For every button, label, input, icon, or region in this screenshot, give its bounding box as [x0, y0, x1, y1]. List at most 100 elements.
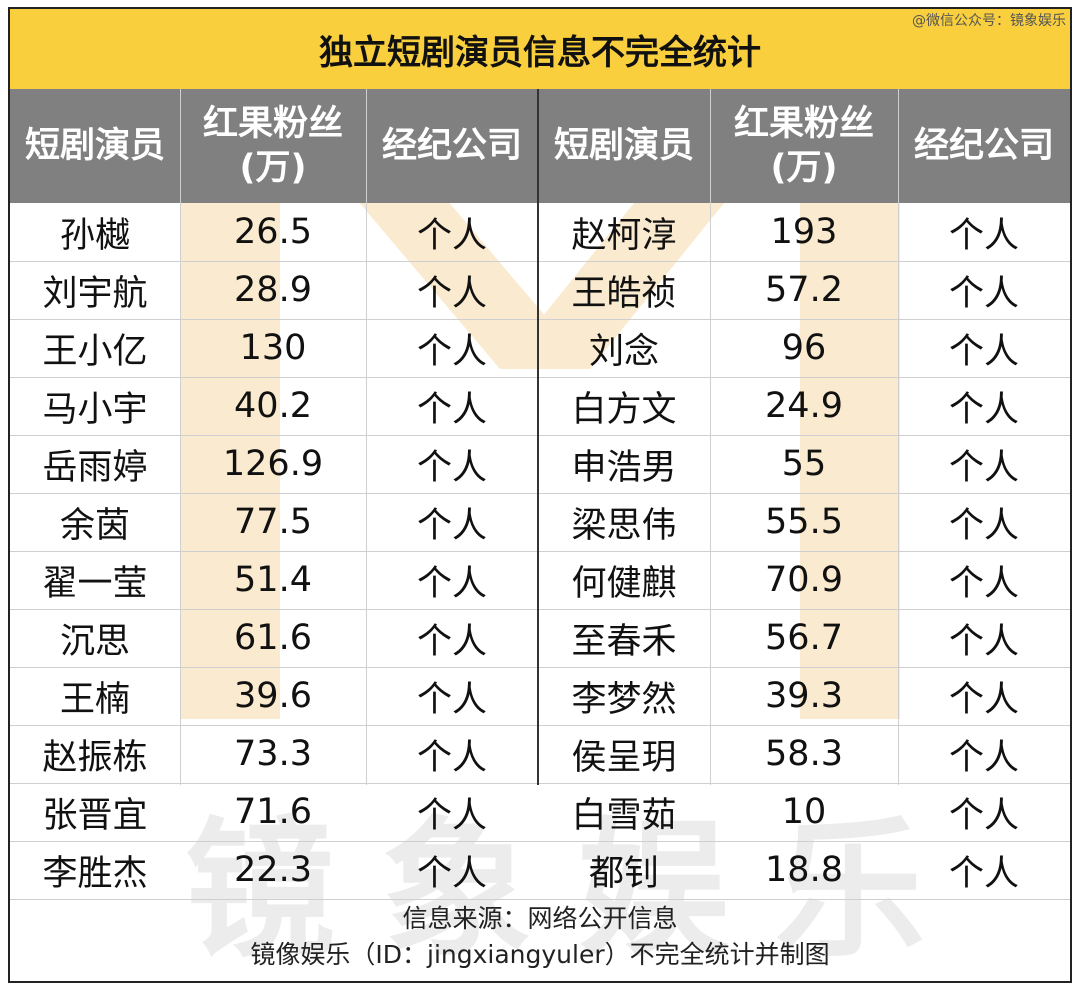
header-fans-unit: (万) — [770, 148, 838, 188]
agency-cell: 个人 — [948, 447, 1019, 488]
table-row: 王楠 39.6 个人 李梦然 39.3 个人 — [10, 667, 1070, 726]
agency-cell: 个人 — [416, 273, 487, 314]
actor-name-cell: 王楠 — [59, 679, 130, 720]
agency-cell: 个人 — [948, 273, 1019, 314]
agency-cell: 个人 — [416, 447, 487, 488]
header-agency-right: 经纪公司 — [898, 89, 1070, 203]
agency-cell: 个人 — [416, 563, 487, 604]
fans-value-cell: 130 — [239, 328, 307, 368]
actor-name-cell: 赵柯淳 — [571, 215, 677, 256]
actor-name-cell: 马小宇 — [42, 389, 148, 430]
agency-cell: 个人 — [948, 215, 1019, 256]
table-header: 短剧演员 红果粉丝 (万) 经纪公司 短剧演员 红果粉丝 (万) 经纪公司 — [10, 89, 1070, 203]
fans-value-cell: 51.4 — [234, 560, 312, 600]
actor-name-cell: 梁思伟 — [571, 505, 677, 546]
column-divider — [710, 89, 711, 785]
table-row: 李胜杰 22.3 个人 都钊 18.8 个人 — [10, 841, 1070, 900]
fans-value-cell: 57.2 — [765, 270, 843, 310]
header-agency-label: 经纪公司 — [913, 126, 1054, 166]
actor-name-cell: 白方文 — [571, 389, 677, 430]
fans-value-cell: 73.3 — [234, 734, 312, 774]
agency-cell: 个人 — [948, 621, 1019, 662]
header-fans-label: 红果粉丝 — [202, 104, 343, 144]
fans-value-cell: 96 — [781, 328, 827, 368]
column-divider — [366, 89, 367, 785]
table-row: 孙樾 26.5 个人 赵柯淳 193 个人 — [10, 203, 1070, 262]
fans-value-cell: 61.6 — [234, 618, 312, 658]
actor-name-cell: 赵振栋 — [42, 737, 148, 778]
agency-cell: 个人 — [416, 215, 487, 256]
header-fans-label: 红果粉丝 — [733, 104, 874, 144]
footer: 信息来源：网络公开信息 镜像娱乐（ID：jingxiangyuler）不完全统计… — [10, 901, 1070, 973]
fans-value-cell: 55.5 — [765, 502, 843, 542]
actor-name-cell: 沉思 — [59, 621, 130, 662]
fans-value-cell: 39.3 — [765, 676, 843, 716]
agency-cell: 个人 — [948, 505, 1019, 546]
header-actor-label: 短剧演员 — [553, 126, 694, 166]
header-actor-right: 短剧演员 — [538, 89, 710, 203]
actor-name-cell: 张晋宜 — [42, 795, 148, 836]
column-divider — [898, 89, 899, 785]
column-divider — [180, 89, 181, 785]
table-row: 马小宇 40.2 个人 白方文 24.9 个人 — [10, 377, 1070, 436]
actor-name-cell: 都钊 — [588, 853, 659, 894]
agency-cell: 个人 — [416, 621, 487, 662]
header-agency-left: 经纪公司 — [366, 89, 538, 203]
fans-value-cell: 39.6 — [234, 676, 312, 716]
agency-cell: 个人 — [416, 505, 487, 546]
table-row: 沉思 61.6 个人 至春禾 56.7 个人 — [10, 609, 1070, 668]
table-row: 赵振栋 73.3 个人 侯呈玥 58.3 个人 — [10, 725, 1070, 784]
agency-cell: 个人 — [416, 795, 487, 836]
actor-name-cell: 白雪茹 — [571, 795, 677, 836]
fans-value-cell: 10 — [781, 792, 827, 832]
agency-cell: 个人 — [948, 389, 1019, 430]
fans-value-cell: 28.9 — [234, 270, 312, 310]
actor-name-cell: 王小亿 — [42, 331, 148, 372]
header-actor-left: 短剧演员 — [10, 89, 180, 203]
actor-name-cell: 侯呈玥 — [571, 737, 677, 778]
agency-cell: 个人 — [416, 679, 487, 720]
agency-cell: 个人 — [416, 853, 487, 894]
actor-name-cell: 刘宇航 — [42, 273, 148, 314]
agency-cell: 个人 — [948, 679, 1019, 720]
actor-name-cell: 李胜杰 — [42, 853, 148, 894]
table-row: 翟一莹 51.4 个人 何健麒 70.9 个人 — [10, 551, 1070, 610]
actor-name-cell: 岳雨婷 — [42, 447, 148, 488]
header-actor-label: 短剧演员 — [24, 126, 165, 166]
fans-value-cell: 40.2 — [234, 386, 312, 426]
actor-name-cell: 孙樾 — [59, 215, 130, 256]
actor-name-cell: 至春禾 — [571, 621, 677, 662]
fans-value-cell: 24.9 — [765, 386, 843, 426]
actor-name-cell: 余茵 — [59, 505, 130, 546]
header-agency-label: 经纪公司 — [381, 126, 522, 166]
center-divider — [537, 89, 539, 785]
agency-cell: 个人 — [948, 563, 1019, 604]
header-fans-right: 红果粉丝 (万) — [710, 89, 898, 203]
header-fans-left: 红果粉丝 (万) — [180, 89, 366, 203]
agency-cell: 个人 — [948, 737, 1019, 778]
agency-cell: 个人 — [948, 331, 1019, 372]
fans-value-cell: 77.5 — [234, 502, 312, 542]
fans-value-cell: 126.9 — [222, 444, 324, 484]
fans-value-cell: 71.6 — [234, 792, 312, 832]
fans-value-cell: 56.7 — [765, 618, 843, 658]
actor-name-cell: 申浩男 — [571, 447, 677, 488]
actor-name-cell: 翟一莹 — [42, 563, 148, 604]
table-row: 张晋宜 71.6 个人 白雪茹 10 个人 — [10, 783, 1070, 842]
actor-name-cell: 何健麒 — [571, 563, 677, 604]
footer-credit: 镜像娱乐（ID：jingxiangyuler）不完全统计并制图 — [250, 940, 830, 969]
table-title: 独立短剧演员信息不完全统计 — [10, 9, 1070, 90]
agency-cell: 个人 — [948, 795, 1019, 836]
fans-value-cell: 26.5 — [234, 212, 312, 252]
agency-cell: 个人 — [416, 389, 487, 430]
fans-value-cell: 18.8 — [765, 850, 843, 890]
header-fans-unit: (万) — [239, 148, 307, 188]
fans-value-cell: 193 — [770, 212, 838, 252]
actor-name-cell: 李梦然 — [571, 679, 677, 720]
table-frame: 镜 象 娱 乐 独立短剧演员信息不完全统计 短剧演员 红果粉丝 (万) 经纪公司… — [8, 7, 1072, 983]
fans-value-cell: 22.3 — [234, 850, 312, 890]
actor-name-cell: 王皓祯 — [571, 273, 677, 314]
fans-value-cell: 58.3 — [765, 734, 843, 774]
footer-source: 信息来源：网络公开信息 — [402, 904, 678, 933]
table-row: 刘宇航 28.9 个人 王皓祯 57.2 个人 — [10, 261, 1070, 320]
